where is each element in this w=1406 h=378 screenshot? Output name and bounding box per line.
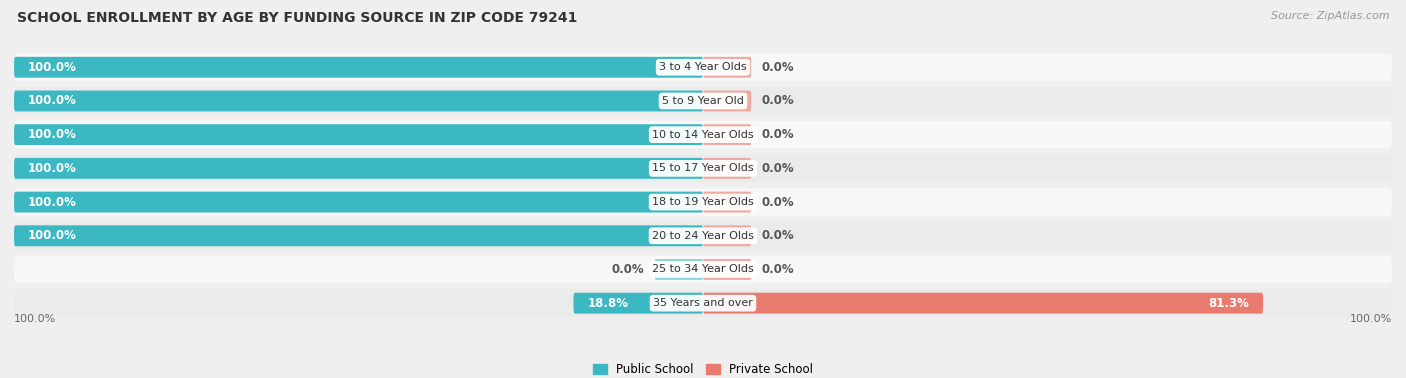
FancyBboxPatch shape (703, 192, 751, 212)
Text: 0.0%: 0.0% (762, 195, 794, 209)
Text: 0.0%: 0.0% (762, 162, 794, 175)
Text: 5 to 9 Year Old: 5 to 9 Year Old (662, 96, 744, 106)
FancyBboxPatch shape (14, 222, 1392, 249)
FancyBboxPatch shape (14, 256, 1392, 283)
Text: 100.0%: 100.0% (28, 229, 77, 242)
Text: 25 to 34 Year Olds: 25 to 34 Year Olds (652, 265, 754, 274)
Text: 3 to 4 Year Olds: 3 to 4 Year Olds (659, 62, 747, 72)
FancyBboxPatch shape (703, 124, 751, 145)
FancyBboxPatch shape (14, 155, 1392, 182)
FancyBboxPatch shape (14, 121, 1392, 149)
Text: 35 Years and over: 35 Years and over (652, 298, 754, 308)
Text: 0.0%: 0.0% (612, 263, 644, 276)
Text: 18.8%: 18.8% (588, 297, 628, 310)
FancyBboxPatch shape (655, 259, 703, 280)
FancyBboxPatch shape (703, 259, 751, 280)
Text: 100.0%: 100.0% (14, 314, 56, 324)
FancyBboxPatch shape (14, 188, 1392, 216)
FancyBboxPatch shape (14, 57, 703, 78)
Text: 100.0%: 100.0% (28, 94, 77, 107)
Text: 81.3%: 81.3% (1208, 297, 1250, 310)
FancyBboxPatch shape (14, 225, 703, 246)
Text: 20 to 24 Year Olds: 20 to 24 Year Olds (652, 231, 754, 241)
Text: 15 to 17 Year Olds: 15 to 17 Year Olds (652, 163, 754, 174)
FancyBboxPatch shape (703, 158, 751, 179)
Text: 100.0%: 100.0% (28, 195, 77, 209)
FancyBboxPatch shape (14, 124, 703, 145)
FancyBboxPatch shape (14, 87, 1392, 115)
FancyBboxPatch shape (14, 90, 703, 112)
Text: 100.0%: 100.0% (28, 162, 77, 175)
Text: 10 to 14 Year Olds: 10 to 14 Year Olds (652, 130, 754, 139)
FancyBboxPatch shape (14, 289, 1392, 317)
Text: 0.0%: 0.0% (762, 94, 794, 107)
Text: Source: ZipAtlas.com: Source: ZipAtlas.com (1271, 11, 1389, 21)
Text: 0.0%: 0.0% (762, 263, 794, 276)
Text: 100.0%: 100.0% (28, 61, 77, 74)
FancyBboxPatch shape (703, 225, 751, 246)
FancyBboxPatch shape (703, 90, 751, 112)
FancyBboxPatch shape (574, 293, 703, 314)
FancyBboxPatch shape (703, 293, 1263, 314)
Text: 18 to 19 Year Olds: 18 to 19 Year Olds (652, 197, 754, 207)
Legend: Public School, Private School: Public School, Private School (588, 358, 818, 378)
Text: SCHOOL ENROLLMENT BY AGE BY FUNDING SOURCE IN ZIP CODE 79241: SCHOOL ENROLLMENT BY AGE BY FUNDING SOUR… (17, 11, 578, 25)
FancyBboxPatch shape (703, 57, 751, 78)
Text: 0.0%: 0.0% (762, 61, 794, 74)
Text: 0.0%: 0.0% (762, 128, 794, 141)
FancyBboxPatch shape (14, 158, 703, 179)
Text: 0.0%: 0.0% (762, 229, 794, 242)
FancyBboxPatch shape (14, 53, 1392, 81)
Text: 100.0%: 100.0% (28, 128, 77, 141)
FancyBboxPatch shape (14, 192, 703, 212)
Text: 100.0%: 100.0% (1350, 314, 1392, 324)
